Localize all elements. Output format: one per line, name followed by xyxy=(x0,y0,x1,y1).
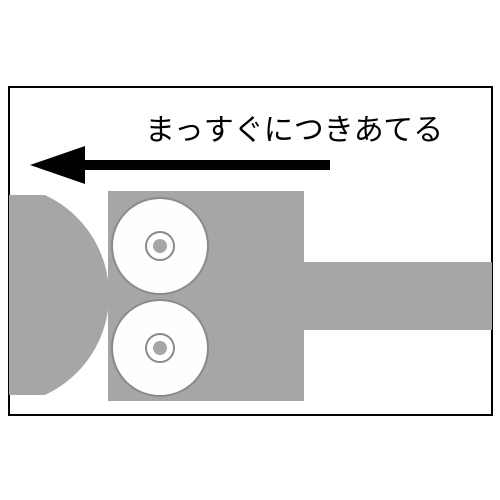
roller-1 xyxy=(111,197,209,295)
workpiece-disc xyxy=(9,195,109,395)
direction-arrow-head xyxy=(30,146,85,184)
diagram-stage: まっすぐにつきあてる xyxy=(0,0,500,500)
roller-1-hub-inner xyxy=(153,239,167,253)
direction-arrow-shaft xyxy=(70,160,330,170)
instruction-caption: まっすぐにつきあてる xyxy=(145,105,443,149)
roller-2-hub-inner xyxy=(153,341,167,355)
handle-bar xyxy=(304,262,492,330)
roller-2 xyxy=(111,299,209,397)
